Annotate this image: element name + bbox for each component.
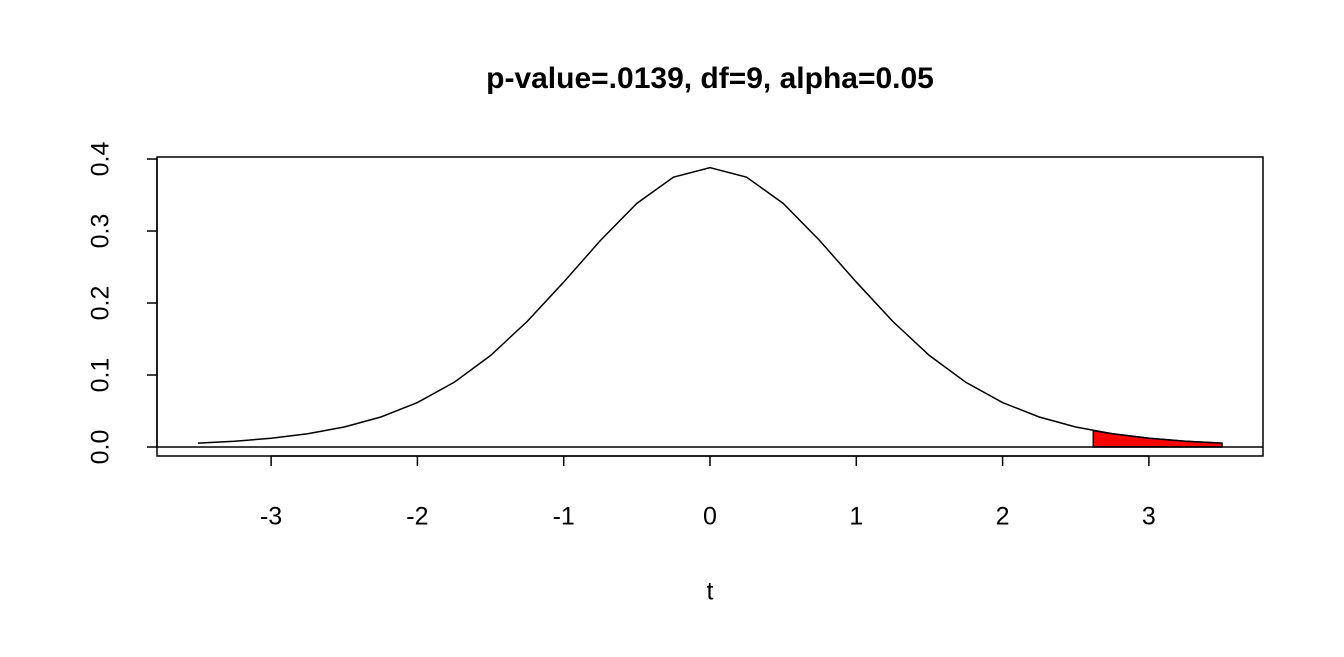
y-tick-label: 0.0	[87, 430, 115, 465]
x-tick-label: -3	[260, 503, 282, 531]
x-tick-label: -2	[406, 503, 428, 531]
x-tick-label: 2	[996, 503, 1010, 531]
x-tick-label: 3	[1142, 503, 1156, 531]
y-tick-label: 0.1	[87, 358, 115, 393]
y-tick-label: 0.3	[87, 214, 115, 249]
x-tick-label: 1	[849, 503, 863, 531]
x-tick-label: 0	[703, 503, 717, 531]
x-tick-label: -1	[553, 503, 575, 531]
y-tick-label: 0.4	[87, 142, 115, 177]
y-tick-label: 0.2	[87, 286, 115, 321]
shaded-area	[1092, 429, 1223, 448]
density-line	[197, 166, 1223, 444]
x-axis-label: t	[707, 578, 714, 606]
plot-frame	[156, 156, 1264, 457]
chart-title: p-value=.0139, df=9, alpha=0.05	[486, 62, 934, 95]
